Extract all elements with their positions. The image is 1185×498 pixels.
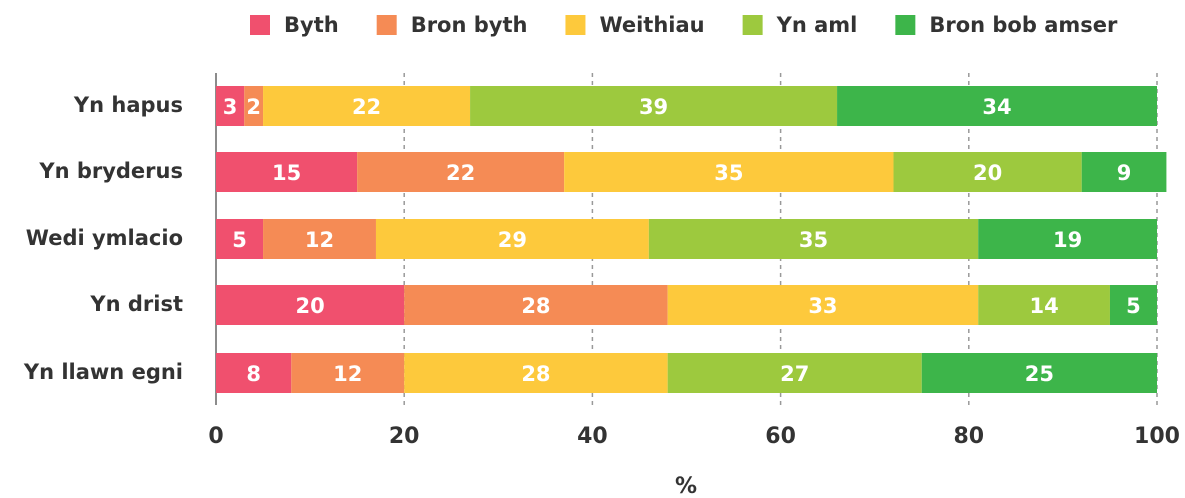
bar-segment bbox=[893, 152, 1082, 192]
x-tick-label: 60 bbox=[765, 424, 796, 449]
data-label: 27 bbox=[780, 362, 809, 386]
bar-segment bbox=[667, 285, 979, 325]
y-tick-label: Yn hapus bbox=[73, 93, 183, 117]
data-label: 8 bbox=[246, 362, 261, 386]
bar-segment bbox=[404, 353, 668, 393]
legend-label: Bron bob amser bbox=[929, 13, 1118, 37]
legend-label: Byth bbox=[284, 13, 339, 37]
bar-segment bbox=[978, 219, 1157, 259]
bar-segment bbox=[216, 353, 292, 393]
data-label: 12 bbox=[333, 362, 362, 386]
legend-swatch bbox=[565, 15, 586, 35]
data-label: 28 bbox=[521, 362, 550, 386]
data-label: 19 bbox=[1053, 228, 1082, 252]
legend-swatch bbox=[895, 15, 916, 35]
bar-segment bbox=[470, 86, 838, 126]
bar-segment bbox=[978, 285, 1110, 325]
legend-swatch bbox=[376, 15, 397, 35]
data-label: 3 bbox=[223, 95, 238, 119]
bar-segment bbox=[837, 86, 1157, 126]
data-label: 9 bbox=[1117, 161, 1132, 185]
data-label: 2 bbox=[246, 95, 261, 119]
legend-label: Bron byth bbox=[411, 13, 528, 37]
y-tick-label: Yn bryderus bbox=[38, 159, 183, 183]
x-tick-label: 0 bbox=[208, 424, 223, 449]
bar-segment bbox=[291, 353, 405, 393]
data-label: 22 bbox=[446, 161, 475, 185]
bar-segment bbox=[263, 219, 376, 259]
bar-segment bbox=[375, 219, 649, 259]
x-tick-label: 40 bbox=[577, 424, 608, 449]
legend-label: Weithiau bbox=[599, 13, 704, 37]
data-label: 25 bbox=[1025, 362, 1054, 386]
data-label: 15 bbox=[272, 161, 301, 185]
data-label: 5 bbox=[232, 228, 247, 252]
data-label: 35 bbox=[714, 161, 743, 185]
bar-segment bbox=[244, 86, 264, 126]
data-label: 20 bbox=[295, 294, 324, 318]
data-label: 35 bbox=[799, 228, 828, 252]
data-label: 22 bbox=[352, 95, 381, 119]
bar-segment bbox=[216, 219, 264, 259]
x-tick-label: 20 bbox=[389, 424, 420, 449]
bar-segment bbox=[1109, 285, 1157, 325]
x-tick-label: 80 bbox=[953, 424, 984, 449]
bar-segment bbox=[357, 152, 565, 192]
legend-label: Yn aml bbox=[776, 13, 858, 37]
data-label: 28 bbox=[521, 294, 550, 318]
bar-segment bbox=[263, 86, 471, 126]
data-label: 34 bbox=[982, 95, 1011, 119]
data-label: 14 bbox=[1029, 294, 1058, 318]
data-label: 39 bbox=[639, 95, 668, 119]
bar-segment bbox=[667, 353, 922, 393]
bar-segment bbox=[404, 285, 668, 325]
bar-segment bbox=[648, 219, 979, 259]
data-label: 12 bbox=[305, 228, 334, 252]
y-tick-label: Wedi ymlacio bbox=[26, 226, 183, 250]
legend-swatch bbox=[742, 15, 763, 35]
legend-swatch bbox=[250, 15, 270, 35]
data-label: 29 bbox=[498, 228, 527, 252]
bar-segment bbox=[921, 353, 1157, 393]
bar-segment bbox=[216, 285, 405, 325]
x-axis-title: % bbox=[675, 474, 697, 498]
bar-segment bbox=[216, 152, 358, 192]
bar-segment bbox=[1081, 152, 1167, 192]
data-label: 33 bbox=[808, 294, 837, 318]
bar-segment bbox=[216, 86, 245, 126]
y-tick-label: Yn drist bbox=[89, 292, 183, 316]
x-tick-label: 100 bbox=[1134, 424, 1180, 449]
y-tick-label: Yn llawn egni bbox=[23, 360, 183, 384]
bar-segment bbox=[564, 152, 894, 192]
data-label: 20 bbox=[973, 161, 1002, 185]
data-label: 5 bbox=[1126, 294, 1141, 318]
